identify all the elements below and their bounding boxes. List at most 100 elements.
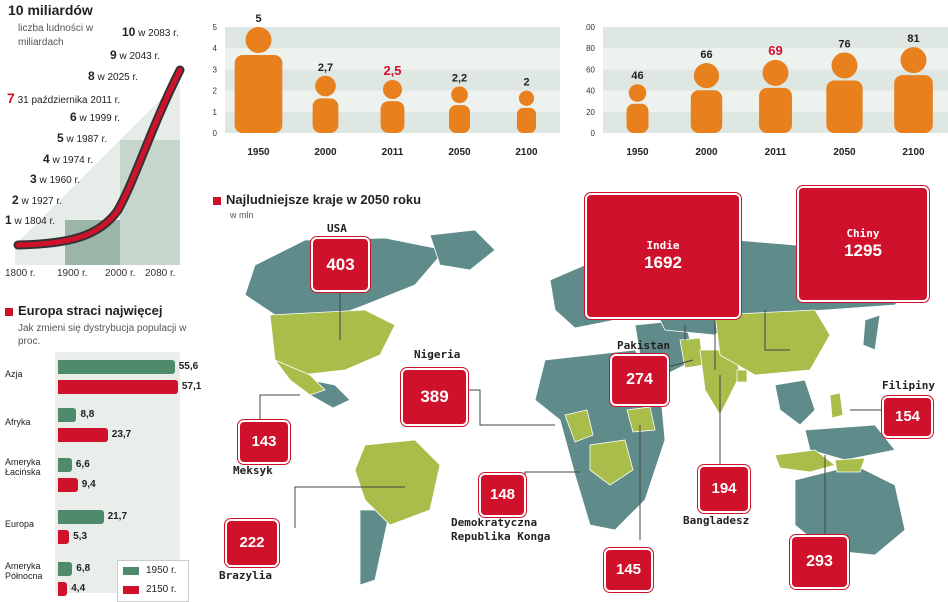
country-box-brazil: 222: [225, 519, 279, 567]
timeline-event: 7 31 października 2011 r.: [7, 90, 120, 106]
y-tick-label: 20: [586, 108, 595, 117]
bar-value-label: 81: [907, 33, 919, 45]
region-bar-1950: [58, 562, 73, 576]
timeline-event-number: 8: [88, 69, 95, 83]
x-tick-label: 2050: [833, 147, 856, 158]
timeline-event-text: w 1927 r.: [21, 196, 63, 207]
person-bar: [312, 75, 339, 133]
bar-value-label: 76: [838, 38, 850, 50]
region-bar-value: 21,7: [107, 511, 128, 522]
country-label-pakistan: Pakistan: [617, 339, 670, 352]
country-value: 1692: [644, 252, 682, 272]
timeline-event-number: 9: [110, 48, 117, 62]
x-tick-label: 2000: [314, 147, 337, 158]
region-bar-2150: [58, 478, 78, 492]
timeline-title: 10 miliardów: [8, 2, 93, 18]
grid-band: [225, 48, 560, 70]
bar-value-label: 2,5: [383, 63, 401, 78]
bar-value-label: 2,7: [318, 62, 333, 74]
timeline-event-text: w 1974 r.: [52, 155, 94, 166]
country-value: 274: [626, 370, 653, 388]
y-tick-label: 100: [585, 23, 596, 32]
country-box-pakistan: 274: [610, 354, 669, 406]
timeline-event-text: w 1960 r.: [39, 175, 81, 186]
person-bar: [759, 59, 792, 133]
timeline-event-number: 5: [57, 131, 64, 145]
legend-1950-label: 1950 r.: [146, 565, 177, 576]
region-label: Ameryka Łacińska: [5, 457, 41, 477]
europe-subtitle: Jak zmieni się dystrybucja populacji w p…: [18, 323, 187, 347]
country-box-ethiopia: 145: [604, 548, 653, 592]
country-value: 143: [251, 433, 277, 451]
country-value: 222: [239, 534, 265, 552]
europe-title: Europa straci najwięcej: [5, 303, 163, 318]
region-label: Afryka: [5, 417, 31, 427]
region-bar-value: 55,6: [178, 361, 199, 372]
timeline-axis-2080: 2080 r.: [145, 268, 176, 279]
timeline-event: 9 w 2043 r.: [110, 48, 160, 62]
country-box-india: Indie 1692: [585, 193, 741, 319]
region-label: Ameryka Północna: [5, 561, 43, 581]
timeline-chart: [13, 65, 185, 265]
timeline-axis-1900: 1900 r.: [57, 268, 88, 279]
country-box-nigeria: 389: [401, 368, 468, 426]
timeline-event: 10 w 2083 r.: [122, 25, 179, 39]
person-bar: [380, 80, 405, 133]
country-box-philippines: 154: [882, 396, 933, 438]
legend-2150-label: 2150 r.: [146, 584, 177, 595]
y-tick-label: 3: [213, 65, 218, 74]
timeline-event-text: w 2083 r.: [138, 28, 179, 39]
country-label-bangladesh: Bangladesz: [683, 514, 750, 527]
x-tick-label: 2100: [515, 147, 538, 158]
timeline-event: 5 w 1987 r.: [57, 131, 107, 145]
country-box-bangladesh: 194: [698, 465, 750, 513]
timeline-event-number: 7: [7, 90, 15, 106]
y-tick-label: 4: [213, 44, 218, 53]
timeline-event-number: 10: [122, 25, 136, 39]
country-label-usa: USA: [327, 222, 347, 235]
timeline-event: 3 w 1960 r.: [30, 172, 80, 186]
timeline-event-number: 1: [5, 213, 12, 227]
y-tick-label: 0: [591, 129, 596, 138]
country-value: 148: [489, 486, 516, 504]
life-expectancy-chart: 0 20 40 60 80 100 46 1950 66 2000 69 2011 76 2050 81 21…: [585, 23, 948, 158]
country-label-philippines: Filipiny: [882, 379, 935, 392]
bar-value-label: 69: [768, 43, 782, 58]
bar-value-label: 2: [523, 77, 529, 89]
timeline-event-number: 3: [30, 172, 37, 186]
region-bar-value: 6,6: [75, 459, 90, 470]
person-bar: [690, 63, 723, 133]
y-tick-label: 1: [213, 108, 218, 117]
country-label-nigeria: Nigeria: [414, 348, 461, 361]
region-bar-value: 6,8: [76, 563, 91, 574]
timeline-event-text: w 1804 r.: [14, 216, 56, 227]
timeline-event: 4 w 1974 r.: [43, 152, 93, 166]
fertility-chart: 0 1 2 3 4 5 5 1950 2,7 2000 2,5 2011 2,2 2050 2 2100: [213, 13, 560, 158]
region-label: Europa: [5, 519, 35, 529]
timeline-axis-1800: 1800 r.: [5, 268, 36, 279]
country-value: 154: [894, 408, 921, 426]
y-tick-label: 40: [586, 87, 595, 96]
country-label-india: Indie: [646, 238, 680, 252]
timeline-event-text: w 1987 r.: [66, 134, 108, 145]
person-bar: [234, 27, 283, 133]
person-bar: [894, 47, 933, 133]
timeline-event: 2 w 1927 r.: [12, 193, 62, 207]
region-bar-2150: [58, 582, 68, 596]
timeline-event-text: w 1999 r.: [79, 113, 121, 124]
country-value: 403: [326, 254, 355, 274]
europe-title-text: Europa straci najwięcej: [18, 303, 163, 318]
timeline-event-number: 4: [43, 152, 50, 166]
region-bar-1950: [58, 408, 77, 422]
country-label-china: Chiny: [846, 226, 880, 240]
bar-value-label: 2,2: [452, 72, 467, 84]
region-bar-2150: [58, 530, 70, 544]
y-tick-label: 0: [213, 129, 218, 138]
red-square-icon: [5, 307, 13, 316]
country-value: 194: [711, 480, 737, 498]
world-map: [244, 229, 916, 586]
y-tick-label: 80: [586, 44, 595, 53]
x-tick-label: 2011: [765, 147, 787, 158]
map-title-text: Najludniejsze kraje w 2050 roku: [226, 192, 422, 207]
timeline-subtitle: liczba ludności w miliardach: [18, 23, 94, 48]
